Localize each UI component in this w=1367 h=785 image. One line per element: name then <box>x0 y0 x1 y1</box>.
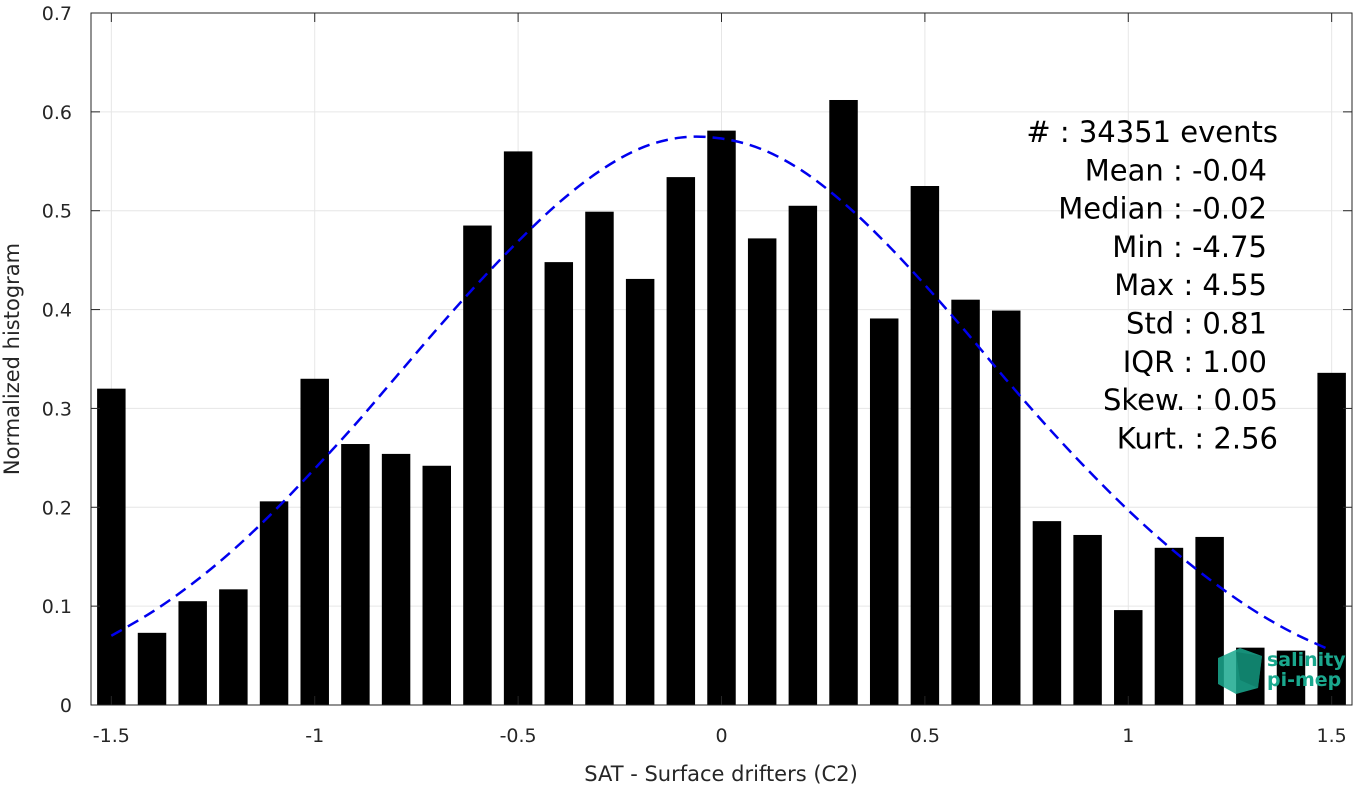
histogram-bar <box>97 388 126 705</box>
y-axis-ticks: 0 0.1 0.2 0.3 0.4 0.5 0.6 0.7 <box>42 3 1352 717</box>
statistics-annotation: # : 34351 events Mean : -0.04 Median : -0.… <box>1026 115 1278 455</box>
histogram-bar <box>666 177 696 706</box>
x-tick-label: 0.5 <box>910 725 940 747</box>
stat-line: Mean : -0.04 <box>1085 153 1267 187</box>
histogram-bar <box>1032 521 1062 705</box>
x-axis-ticks: -1.5 -1 -0.5 0 0.5 1 1.5 <box>93 13 1347 747</box>
histogram-bar <box>1276 650 1306 705</box>
stat-line: Max : 4.55 <box>1114 268 1267 302</box>
x-tick-label: 1.5 <box>1317 725 1347 747</box>
histogram-bar <box>869 318 899 705</box>
x-tick-label: -1 <box>305 725 324 747</box>
normal-fit-curve <box>110 135 1333 652</box>
logo-text-salinity: salinity <box>1267 649 1346 671</box>
histogram-bar <box>992 310 1021 705</box>
histogram-bars <box>97 99 1346 706</box>
histogram-bar <box>788 205 818 705</box>
histogram-bar <box>910 186 940 705</box>
histogram-bar <box>1114 610 1143 705</box>
histogram-bar <box>178 601 207 705</box>
histogram-bar <box>137 632 167 705</box>
stat-line: Skew. : 0.05 <box>1103 383 1278 417</box>
histogram-bar <box>951 299 980 705</box>
y-tick-label: 0.6 <box>42 102 72 124</box>
histogram-bar <box>463 225 492 706</box>
x-tick-label: -1.5 <box>93 725 130 747</box>
stat-line: Kurt. : 2.56 <box>1117 421 1278 455</box>
histogram-bar <box>300 378 329 705</box>
stat-line: # : 34351 events <box>1026 115 1278 149</box>
x-tick-label: -0.5 <box>500 725 537 747</box>
histogram-bar <box>219 589 248 705</box>
y-tick-label: 0.1 <box>42 596 72 618</box>
y-tick-label: 0.7 <box>42 3 72 25</box>
y-tick-label: 0.4 <box>42 300 72 322</box>
histogram-bar <box>1154 547 1184 705</box>
histogram-bar <box>503 151 533 705</box>
histogram-bar <box>585 211 614 705</box>
y-axis-title: Normalized histogram <box>0 243 24 475</box>
histogram-bar <box>625 278 655 705</box>
histogram-bar <box>829 99 858 706</box>
histogram-bar <box>1317 372 1346 705</box>
salinity-pi-mep-logo: salinity pi-mep <box>1218 648 1346 694</box>
histogram-bar <box>747 238 777 705</box>
histogram-bar <box>381 453 411 705</box>
stat-line: Min : -4.75 <box>1112 230 1267 264</box>
histogram-bar <box>341 444 370 705</box>
histogram-bar <box>707 130 736 705</box>
histogram-bar <box>544 262 574 705</box>
logo-text-pi-mep: pi-mep <box>1267 669 1341 691</box>
histogram-bar <box>422 465 451 705</box>
y-tick-label: 0 <box>60 695 72 717</box>
x-axis-title: SAT - Surface drifters (C2) <box>584 762 858 785</box>
x-tick-label: 0 <box>715 725 727 747</box>
x-tick-label: 1 <box>1122 725 1134 747</box>
stat-line: IQR : 1.00 <box>1123 345 1267 379</box>
y-tick-label: 0.3 <box>42 398 72 420</box>
histogram-bar <box>259 501 289 705</box>
stat-line: Median : -0.02 <box>1058 192 1267 226</box>
y-tick-label: 0.5 <box>42 201 72 223</box>
logo-shape-facet-icon <box>1236 652 1262 688</box>
y-tick-label: 0.2 <box>42 497 72 519</box>
histogram-bar <box>1073 534 1102 705</box>
stat-line: Std : 0.81 <box>1126 307 1267 341</box>
